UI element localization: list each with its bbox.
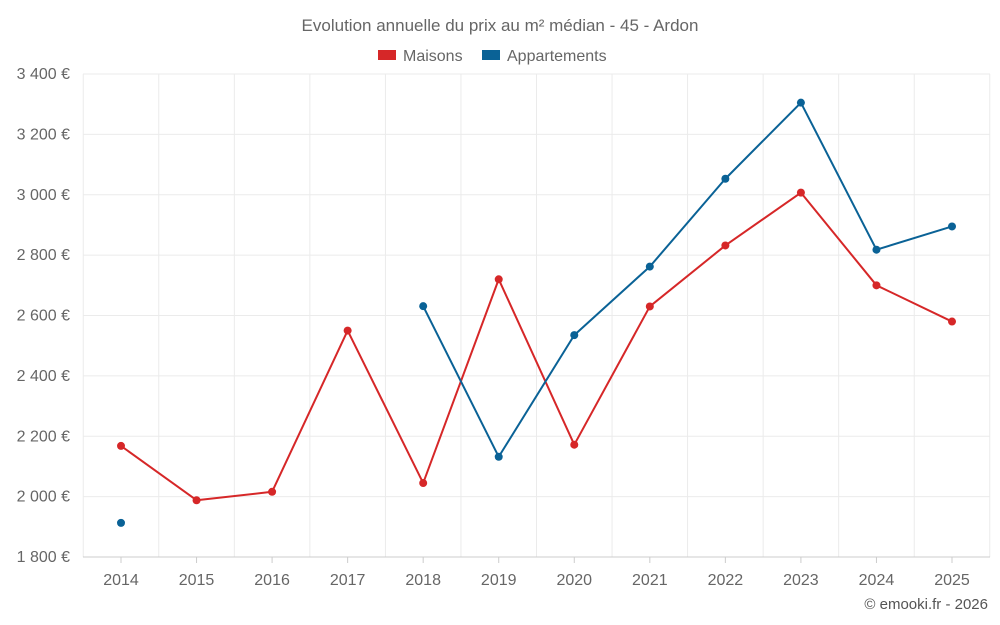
y-tick-label: 2 600 € (17, 308, 70, 325)
data-point[interactable] (494, 452, 503, 461)
y-tick-label: 2 800 € (17, 247, 70, 264)
x-tick-label: 2017 (330, 572, 366, 589)
y-tick-label: 3 200 € (17, 126, 70, 143)
data-point[interactable] (948, 317, 956, 326)
series-line (422, 101, 953, 458)
y-tick-label: 1 800 € (17, 549, 70, 566)
data-point[interactable] (268, 487, 277, 496)
legend-label: Maisons (403, 48, 463, 65)
series-layer (117, 98, 956, 527)
data-point[interactable] (721, 174, 730, 183)
x-tick-label: 2020 (556, 572, 592, 589)
legend: Maisons Appartements (378, 48, 607, 65)
chart-title: Evolution annuelle du prix au m² médian … (302, 16, 699, 35)
x-tick-label: 2015 (179, 572, 215, 589)
x-tick-label: 2025 (934, 572, 970, 589)
data-point[interactable] (721, 241, 730, 250)
x-tick-label: 2018 (405, 572, 441, 589)
data-point[interactable] (419, 479, 428, 488)
data-point[interactable] (645, 302, 654, 311)
legend-item-appartements[interactable]: Appartements (482, 48, 607, 65)
data-point[interactable] (117, 441, 125, 450)
data-point[interactable] (419, 302, 428, 311)
data-point[interactable] (872, 281, 881, 290)
data-point[interactable] (192, 496, 201, 505)
legend-label: Appartements (507, 48, 607, 65)
x-tick-label: 2022 (708, 572, 744, 589)
series-appartements (117, 98, 956, 527)
legend-swatch (482, 50, 500, 60)
data-point[interactable] (872, 245, 881, 254)
data-point[interactable] (796, 188, 805, 197)
series-line (120, 191, 953, 502)
x-tick-label: 2021 (632, 572, 668, 589)
axes: 1 800 € 2 000 € 2 200 € 2 400 € 2 600 € 2 800… (17, 66, 990, 589)
data-point[interactable] (570, 440, 579, 449)
legend-item-maisons[interactable]: Maisons (378, 48, 463, 65)
series-maisons (117, 188, 956, 505)
data-point[interactable] (343, 326, 352, 335)
data-point[interactable] (645, 262, 654, 271)
data-point[interactable] (570, 331, 579, 340)
data-point[interactable] (117, 518, 125, 527)
data-point[interactable] (796, 98, 805, 107)
y-tick-label: 2 400 € (17, 368, 70, 385)
x-tick-label: 2023 (783, 572, 819, 589)
y-tick-label: 3 400 € (17, 66, 70, 83)
y-tick-label: 3 000 € (17, 187, 70, 204)
legend-swatch (378, 50, 396, 60)
data-point[interactable] (948, 222, 956, 231)
y-tick-label: 2 200 € (17, 428, 70, 445)
grid (82, 73, 991, 558)
data-point[interactable] (494, 275, 503, 284)
credit-text: © emooki.fr - 2026 (864, 596, 988, 613)
x-tick-label: 2016 (254, 572, 290, 589)
x-tick-label: 2014 (103, 572, 139, 589)
x-tick-label: 2019 (481, 572, 517, 589)
x-tick-label: 2024 (859, 572, 895, 589)
y-tick-label: 2 000 € (17, 489, 70, 506)
